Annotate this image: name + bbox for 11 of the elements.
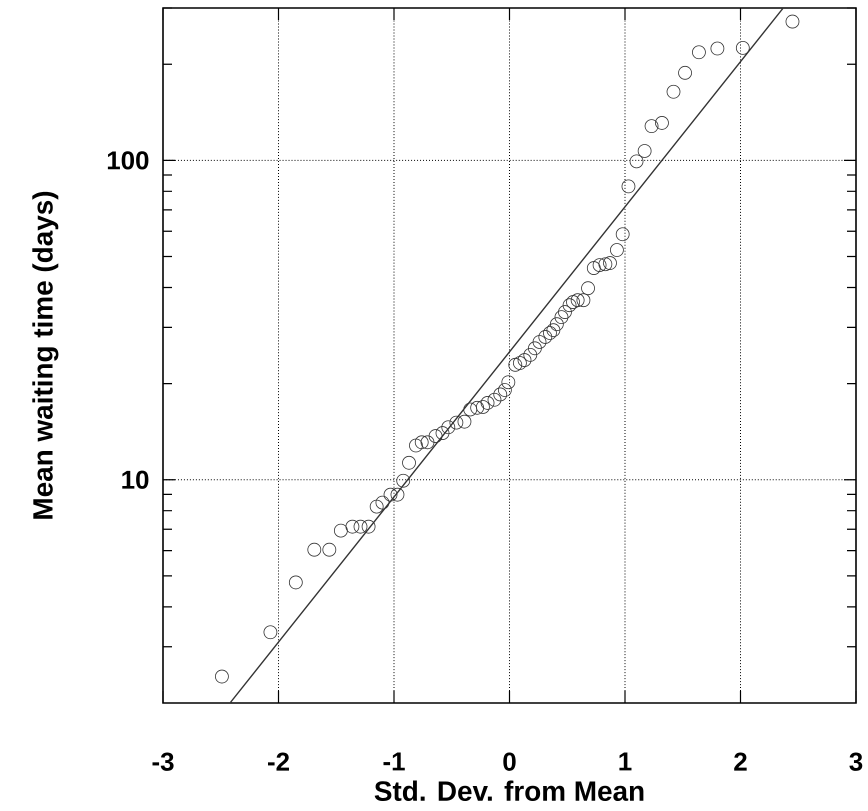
x-tick-label: -1 bbox=[384, 752, 405, 770]
x-tick-label: 3 bbox=[849, 752, 862, 771]
y-axis-title: Mean waiting time (days) bbox=[32, 192, 58, 519]
x-tick-label: 1 bbox=[619, 752, 632, 770]
x-tick-label: 2 bbox=[734, 752, 747, 771]
x-axis-title: Std. Dev. from Mean bbox=[374, 780, 644, 801]
x-tick-label: -2 bbox=[268, 752, 289, 771]
x-tick-label: -3 bbox=[152, 752, 174, 771]
x-tick-label: 0 bbox=[503, 752, 516, 771]
y-tick-label: 10 bbox=[122, 470, 148, 489]
y-tick-label: 100 bbox=[108, 151, 148, 170]
